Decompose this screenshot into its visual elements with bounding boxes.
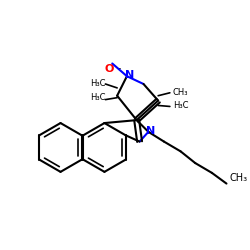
Text: O: O bbox=[105, 64, 114, 74]
Text: CH₃: CH₃ bbox=[173, 88, 188, 97]
Text: H₃C: H₃C bbox=[90, 93, 106, 102]
Text: N: N bbox=[125, 70, 134, 80]
Text: CH₃: CH₃ bbox=[230, 173, 248, 183]
Text: H₃C: H₃C bbox=[173, 101, 188, 110]
Text: ·: · bbox=[118, 63, 122, 76]
Text: N: N bbox=[146, 126, 155, 136]
Text: H₃C: H₃C bbox=[90, 80, 106, 88]
